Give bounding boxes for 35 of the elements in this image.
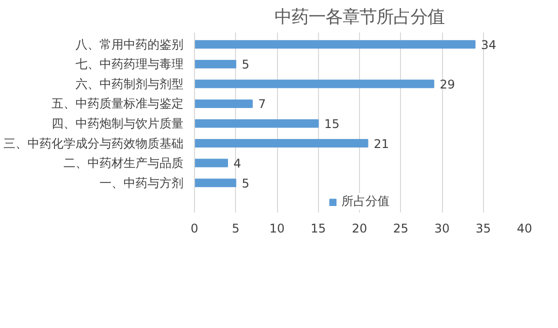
data-label: 15: [324, 116, 340, 131]
x-tick-label: 0: [190, 222, 198, 236]
data-label: 29: [440, 77, 456, 92]
bar: [194, 178, 236, 188]
bar: [194, 99, 253, 108]
x-tick-label: 5: [232, 222, 240, 236]
x-tick-label: 15: [310, 222, 326, 236]
y-tick-label: 七、中药药理与毒理: [76, 57, 184, 72]
bar: [194, 80, 434, 88]
y-tick-label: 五、中药质量标准与鉴定: [52, 96, 184, 111]
legend-label: 所占分值: [342, 193, 390, 210]
y-tick-label: 一、中药与方剂: [100, 176, 184, 190]
x-tick-label: 20: [352, 222, 368, 236]
x-tick-label: 35: [476, 222, 491, 236]
y-tick-label: 三、中药化学成分与药效物质基础: [4, 136, 184, 150]
data-label: 5: [242, 176, 250, 190]
y-tick-label: 八、常用中药的鉴别: [76, 37, 184, 52]
x-tick-label: 30: [434, 222, 450, 236]
y-tick-label: 六、中药制剂与剂型: [76, 76, 184, 91]
chart-title: 中药一各章节所占分值: [274, 8, 444, 28]
x-tick-label: 40: [516, 222, 532, 236]
x-tick-label: 25: [393, 222, 408, 236]
bar: [194, 119, 319, 128]
bar: [194, 60, 236, 68]
bar: [194, 139, 368, 148]
x-tick-label: 10: [269, 222, 285, 236]
data-label: 21: [374, 136, 390, 151]
bar: [194, 158, 228, 168]
y-tick-label: 二、中药材生产与品质: [64, 156, 184, 170]
data-label: 4: [234, 156, 242, 171]
y-tick-label: 四、中药炮制与饮片质量: [52, 116, 184, 130]
data-label: 34: [481, 38, 496, 52]
data-label: 7: [258, 97, 266, 112]
bar: [194, 40, 476, 49]
data-label: 5: [242, 58, 250, 72]
